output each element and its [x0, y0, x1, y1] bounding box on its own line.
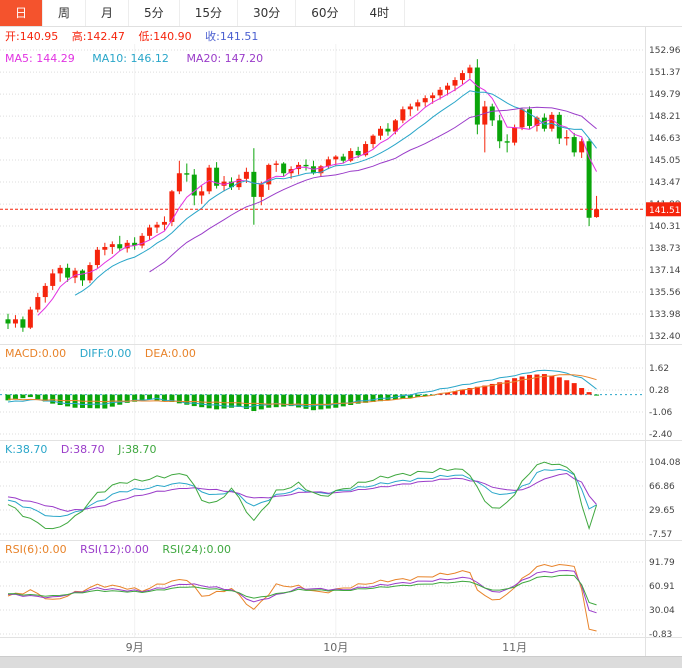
svg-text:10月: 10月 [323, 641, 348, 654]
ma-header: MA5: 144.29 MA10: 146.12 MA20: 147.20 [5, 52, 277, 65]
k-value: K:38.70 [5, 443, 48, 456]
svg-text:30.04: 30.04 [649, 606, 675, 616]
svg-text:135.56: 135.56 [649, 288, 681, 298]
ma10-value: MA10: 146.12 [92, 52, 169, 65]
macd-header: MACD:0.00 DIFF:0.00 DEA:0.00 [5, 347, 206, 360]
svg-text:-0.83: -0.83 [649, 630, 672, 640]
svg-text:132.40: 132.40 [649, 332, 681, 342]
svg-text:9月: 9月 [126, 641, 144, 654]
d-value: D:38.70 [60, 443, 105, 456]
ohlc-low: 低:140.90 [138, 30, 192, 43]
rsi-header: RSI(6):0.00 RSI(12):0.00 RSI(24):0.00 [5, 543, 241, 556]
svg-text:152.96: 152.96 [649, 46, 681, 56]
rsi12-value: RSI(12):0.00 [80, 543, 149, 556]
svg-text:-1.06: -1.06 [649, 408, 673, 418]
tab-15min[interactable]: 15分 [179, 0, 238, 26]
svg-text:91.79: 91.79 [649, 558, 675, 568]
svg-text:146.63: 146.63 [649, 134, 681, 144]
ohlc-header: 开:140.95 高:142.47 低:140.90 收:141.51 [5, 30, 268, 43]
svg-text:11月: 11月 [502, 641, 527, 654]
svg-text:104.08: 104.08 [649, 458, 681, 468]
svg-text:137.14: 137.14 [649, 266, 681, 276]
svg-text:133.98: 133.98 [649, 310, 681, 320]
svg-text:141.51: 141.51 [649, 206, 681, 216]
rsi24-value: RSI(24):0.00 [162, 543, 231, 556]
diff-value: DIFF:0.00 [79, 347, 132, 360]
svg-text:140.31: 140.31 [649, 222, 681, 232]
macd-value: MACD:0.00 [5, 347, 67, 360]
tab-4hour[interactable]: 4时 [354, 0, 406, 26]
svg-text:151.37: 151.37 [649, 68, 681, 78]
ma5-value: MA5: 144.29 [5, 52, 75, 65]
tab-monthly[interactable]: 月 [86, 0, 130, 26]
svg-text:66.86: 66.86 [649, 482, 675, 492]
svg-text:148.21: 148.21 [649, 112, 681, 122]
ohlc-close: 收:141.51 [205, 30, 259, 43]
svg-text:138.73: 138.73 [649, 244, 681, 254]
timeframe-tabbar: 日 周 月 5分 15分 30分 60分 4时 [0, 0, 682, 27]
tab-weekly[interactable]: 周 [43, 0, 87, 26]
tab-30min[interactable]: 30分 [237, 0, 297, 26]
ohlc-high: 高:142.47 [71, 30, 125, 43]
rsi6-value: RSI(6):0.00 [5, 543, 67, 556]
dea-value: DEA:0.00 [144, 347, 196, 360]
svg-text:-7.57: -7.57 [649, 530, 672, 540]
svg-text:143.47: 143.47 [649, 178, 681, 188]
tab-60min[interactable]: 60分 [296, 0, 355, 26]
svg-text:60.91: 60.91 [649, 582, 675, 592]
tab-daily[interactable]: 日 [0, 0, 44, 26]
ma20-value: MA20: 147.20 [186, 52, 264, 65]
j-value: J:38.70 [118, 443, 157, 456]
svg-text:149.79: 149.79 [649, 90, 681, 100]
ohlc-open: 开:140.95 [5, 30, 59, 43]
svg-text:1.62: 1.62 [649, 364, 669, 374]
bottom-scrollbar[interactable] [0, 656, 682, 668]
svg-text:0.28: 0.28 [649, 386, 669, 396]
svg-text:29.65: 29.65 [649, 506, 675, 516]
kdj-header: K:38.70 D:38.70 J:38.70 [5, 443, 167, 456]
tab-5min[interactable]: 5分 [129, 0, 180, 26]
svg-text:145.05: 145.05 [649, 156, 681, 166]
svg-text:-2.40: -2.40 [649, 430, 673, 440]
